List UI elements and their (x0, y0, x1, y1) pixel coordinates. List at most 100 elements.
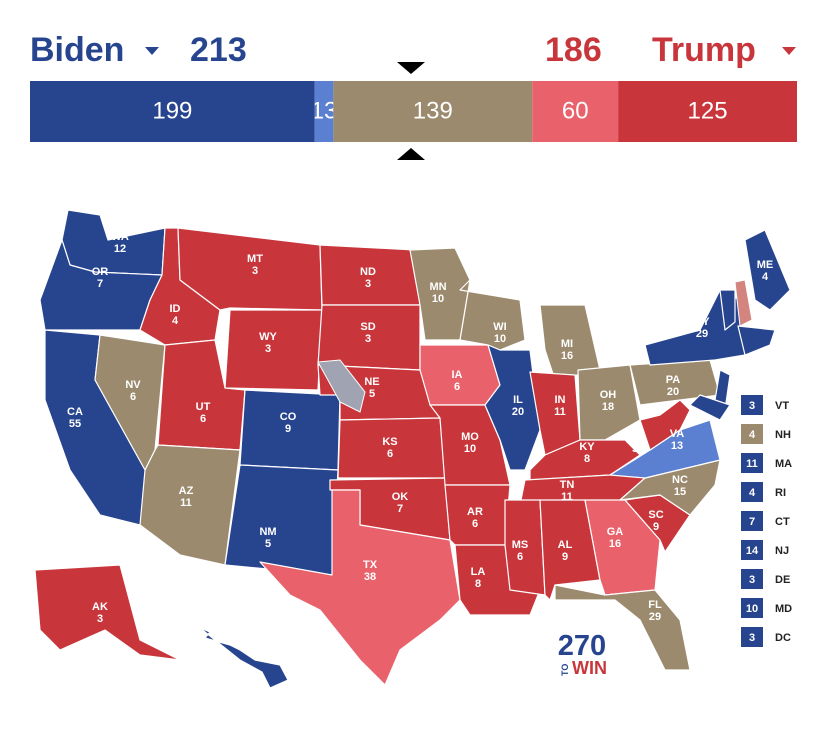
small-state-box[interactable] (741, 395, 763, 415)
state-abbr: TN (560, 479, 575, 491)
small-state-box[interactable] (741, 569, 763, 589)
state-votes: 11 (561, 491, 573, 503)
right-name[interactable]: Trump (652, 31, 756, 69)
small-state[interactable] (737, 325, 776, 356)
state-abbr: ND (360, 266, 376, 278)
small-state-box[interactable] (741, 453, 763, 473)
state-abbr: MN (429, 281, 446, 293)
state[interactable] (224, 309, 323, 391)
small-state-box[interactable] (741, 627, 763, 647)
state-abbr: LA (471, 566, 486, 578)
state-votes: 3 (97, 613, 103, 625)
state-abbr: MT (247, 253, 263, 265)
midpoint-marker-top (397, 62, 425, 74)
state[interactable] (554, 584, 691, 671)
state-votes: 55 (69, 418, 81, 430)
state[interactable] (539, 304, 601, 381)
small-state-box[interactable] (741, 424, 763, 444)
nh-area[interactable] (734, 279, 753, 327)
state-votes: 8 (475, 578, 481, 590)
state-abbr: NC (672, 474, 688, 486)
state-votes: 7 (397, 503, 403, 515)
left-name[interactable]: Biden (30, 31, 124, 69)
state-abbr: ID (170, 303, 181, 315)
small-state-box[interactable] (741, 511, 763, 531)
bar-label: 199 (152, 97, 192, 124)
bar-label: 13 (311, 97, 338, 124)
state[interactable] (259, 489, 461, 686)
small-state-abbr: MA (775, 458, 792, 470)
state-votes: 3 (365, 333, 371, 345)
state-abbr: WA (111, 231, 129, 243)
state-abbr: WY (259, 331, 277, 343)
state-votes: 11 (180, 497, 192, 509)
state[interactable] (224, 464, 339, 576)
right-caret[interactable] (782, 47, 796, 55)
state-abbr: HI (250, 671, 261, 683)
left-total: 213 (190, 31, 247, 69)
state[interactable] (744, 229, 791, 311)
small-state-box[interactable] (741, 482, 763, 502)
state-votes: 6 (454, 381, 460, 393)
small-state-abbr: DE (775, 574, 790, 586)
state-abbr: WI (493, 321, 506, 333)
state-votes: 5 (265, 538, 271, 550)
state[interactable] (639, 399, 691, 451)
state-votes: 38 (364, 571, 376, 583)
state[interactable] (139, 444, 241, 566)
state-votes: 12 (114, 243, 126, 255)
state-votes: 9 (562, 551, 568, 563)
district-unassigned[interactable] (317, 359, 366, 413)
small-state-abbr: VT (775, 400, 789, 412)
bar-label: 139 (413, 97, 453, 124)
state-abbr: UT (196, 401, 211, 413)
left-caret[interactable] (145, 47, 159, 55)
state-votes: 16 (561, 350, 573, 362)
state-abbr: NM (259, 526, 276, 538)
small-state-box[interactable] (741, 540, 763, 560)
small-state-abbr: CT (775, 516, 790, 528)
bar-segment[interactable] (333, 81, 533, 142)
small-state-box[interactable] (741, 598, 763, 618)
state[interactable] (199, 627, 289, 689)
small-state-abbr: DC (775, 632, 791, 644)
state-votes: 16 (609, 538, 621, 550)
bar-segment[interactable] (30, 81, 315, 142)
small-state[interactable] (719, 289, 736, 331)
state[interactable] (34, 564, 181, 661)
bar-segment[interactable] (314, 81, 334, 142)
logo-number: 270 (558, 630, 606, 662)
state-abbr: KS (382, 436, 397, 448)
state-votes: 15 (674, 486, 686, 498)
state-votes: 29 (649, 611, 661, 623)
state-abbr: NE (364, 376, 379, 388)
state-votes: 29 (696, 328, 708, 340)
small-state-abbr: MD (775, 603, 792, 615)
state-votes: 5 (632, 443, 638, 455)
state-abbr: GA (607, 526, 624, 538)
state[interactable] (504, 499, 546, 596)
bar-segment[interactable] (532, 81, 619, 142)
logo-win: WIN (572, 658, 607, 678)
state-abbr: ME (757, 259, 774, 271)
small-state-abbr: RI (775, 487, 786, 499)
right-total: 186 (545, 31, 602, 69)
state-votes: 20 (512, 406, 524, 418)
bar-segment[interactable] (618, 81, 797, 142)
state-votes: 4 (252, 683, 259, 695)
state-abbr: AK (92, 601, 108, 613)
state-abbr: IN (555, 394, 566, 406)
state-abbr: OH (600, 389, 617, 401)
state-abbr: MI (561, 338, 573, 350)
small-state-votes: 7 (749, 516, 755, 528)
state[interactable] (577, 364, 641, 441)
small-state[interactable] (689, 394, 731, 421)
state-abbr: NV (125, 379, 141, 391)
state-votes: 4 (762, 271, 769, 283)
small-state-votes: 3 (749, 574, 755, 586)
state-votes: 11 (554, 406, 566, 418)
small-state-votes: 10 (746, 603, 758, 615)
state-votes: 7 (97, 278, 103, 290)
state-abbr: CA (67, 406, 83, 418)
